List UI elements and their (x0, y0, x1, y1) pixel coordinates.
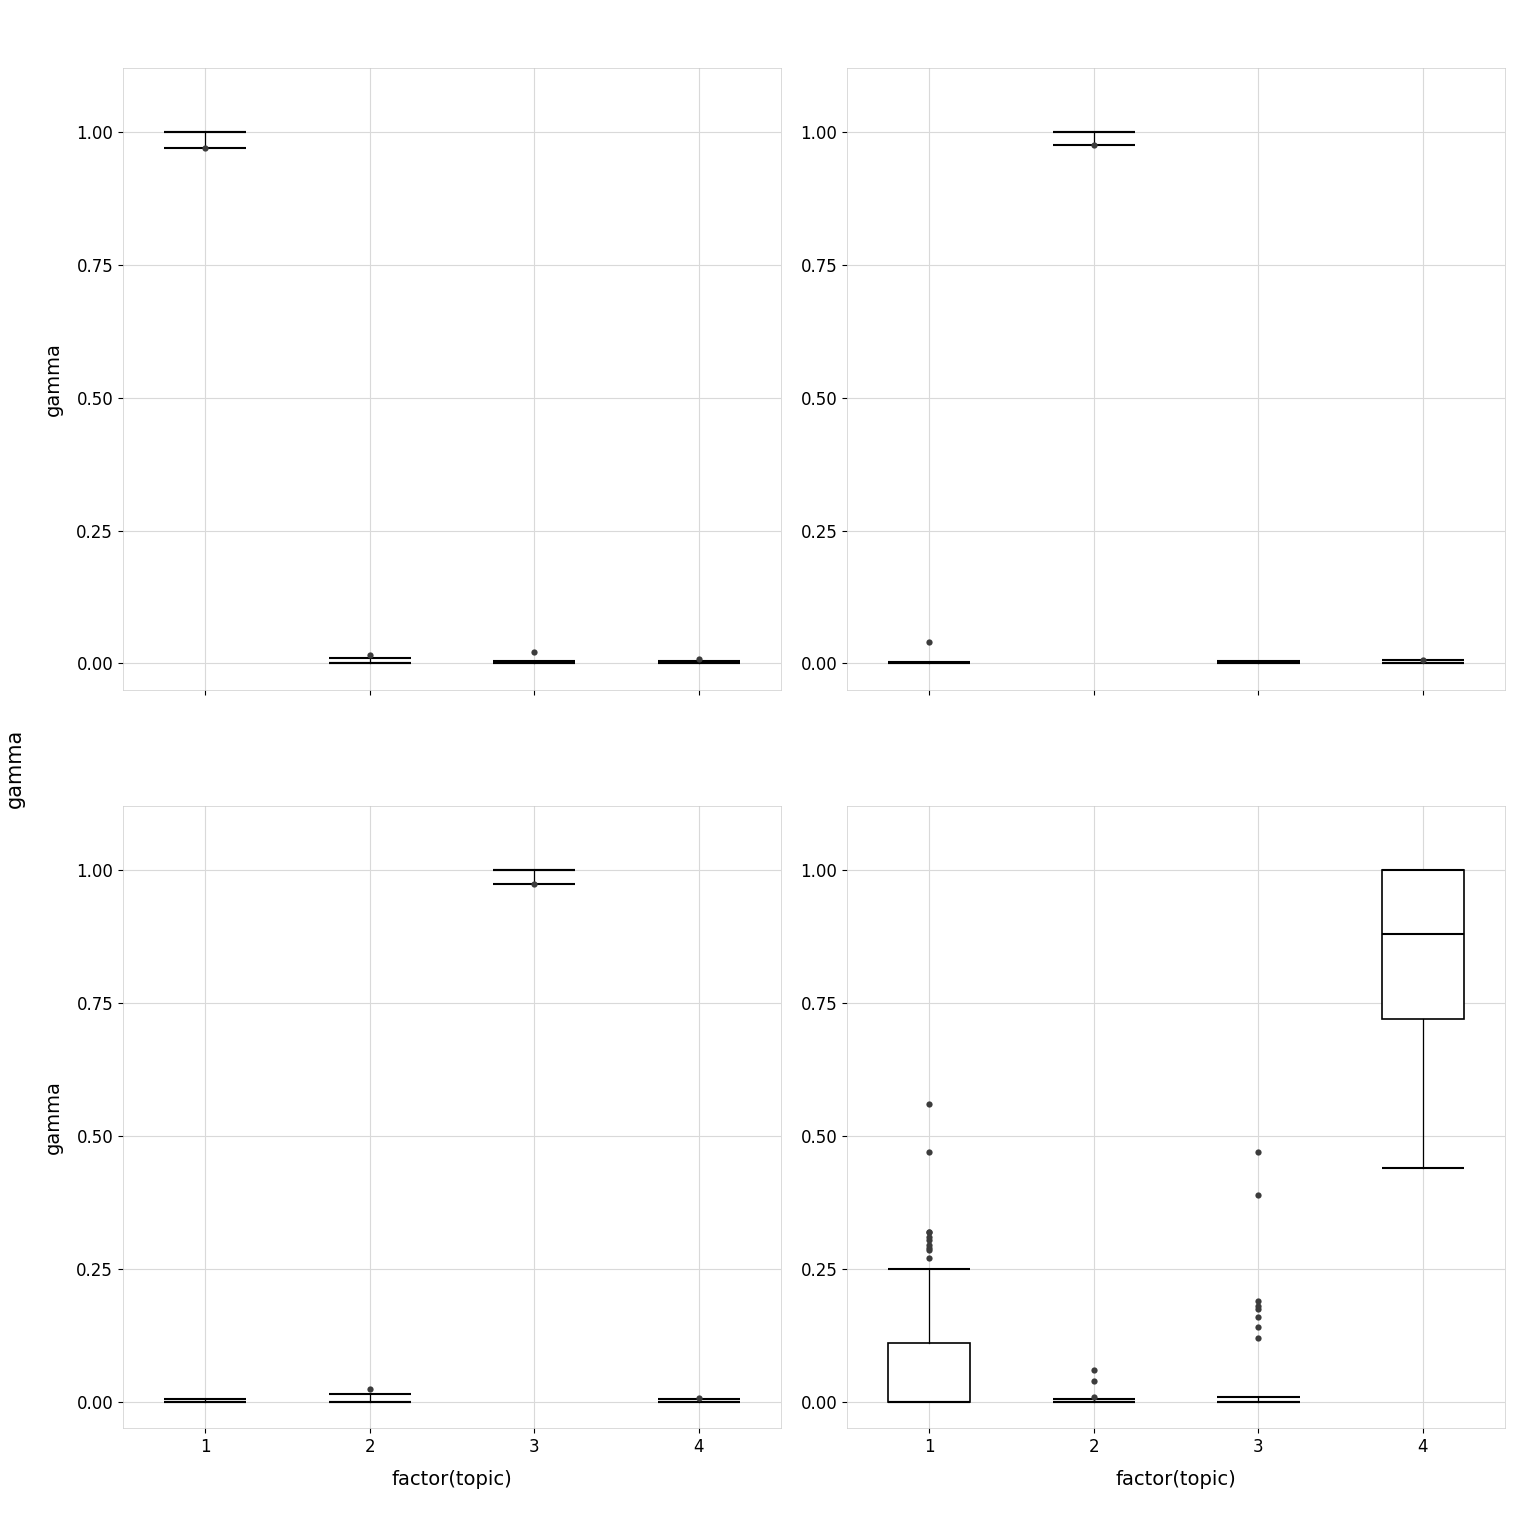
Y-axis label: gamma: gamma (43, 1080, 63, 1155)
X-axis label: factor(topic): factor(topic) (1115, 1470, 1236, 1488)
Y-axis label: gamma: gamma (43, 343, 63, 416)
Bar (888, 1344, 971, 1402)
Bar (1382, 871, 1464, 1018)
Text: The War of the Worlds: The War of the Worlds (352, 779, 551, 797)
Text: Great Expectations: Great Expectations (1091, 779, 1263, 797)
Text: gamma: gamma (5, 728, 26, 808)
X-axis label: factor(topic): factor(topic) (392, 1470, 513, 1488)
Text: Twenty Thousand Leagues under the Sea: Twenty Thousand Leagues under the Sea (991, 40, 1361, 58)
Text: Pride and Prejudice: Pride and Prejudice (366, 40, 539, 58)
